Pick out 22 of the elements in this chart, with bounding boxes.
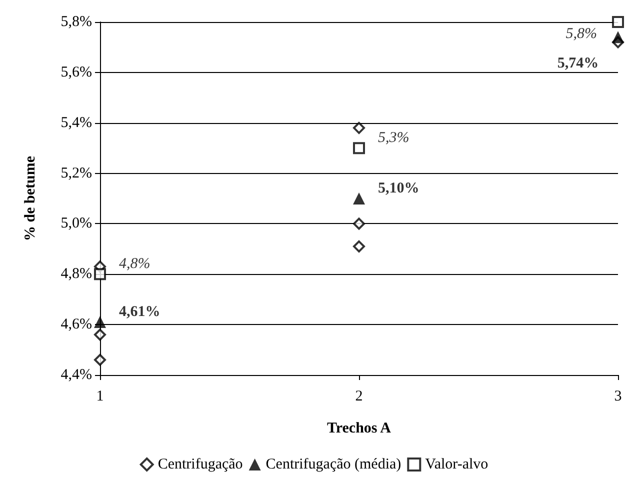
y-tick-label: 5,4%	[60, 114, 92, 131]
y-tick-label: 4,4%	[60, 367, 92, 383]
y-tick-label: 5,0%	[60, 216, 92, 232]
legend-label: Centrifugação	[158, 456, 243, 472]
data-label: 5,74%	[557, 56, 599, 72]
x-tick-label: 1	[96, 388, 104, 404]
data-label: 5,10%	[378, 180, 420, 196]
y-tick-label: 5,2%	[60, 165, 92, 182]
x-tick-label: 2	[355, 388, 363, 404]
y-axis-title: % de betume	[22, 156, 38, 241]
y-tick-label: 5,8%	[60, 14, 92, 30]
legend-label: Valor-alvo	[425, 456, 488, 472]
data-label: 5,3%	[378, 130, 410, 146]
x-tick-label: 3	[614, 388, 622, 404]
y-tick-label: 4,6%	[60, 316, 92, 333]
y-tick-label: 4,8%	[60, 266, 92, 282]
legend-label: Centrifugação (média)	[266, 456, 402, 472]
y-tick-label: 5,6%	[60, 64, 92, 80]
data-label: 5,8%	[566, 26, 597, 42]
x-axis-title: Trechos A	[326, 420, 392, 436]
data-label: 4,61%	[119, 304, 160, 320]
data-label: 4,8%	[119, 256, 150, 272]
